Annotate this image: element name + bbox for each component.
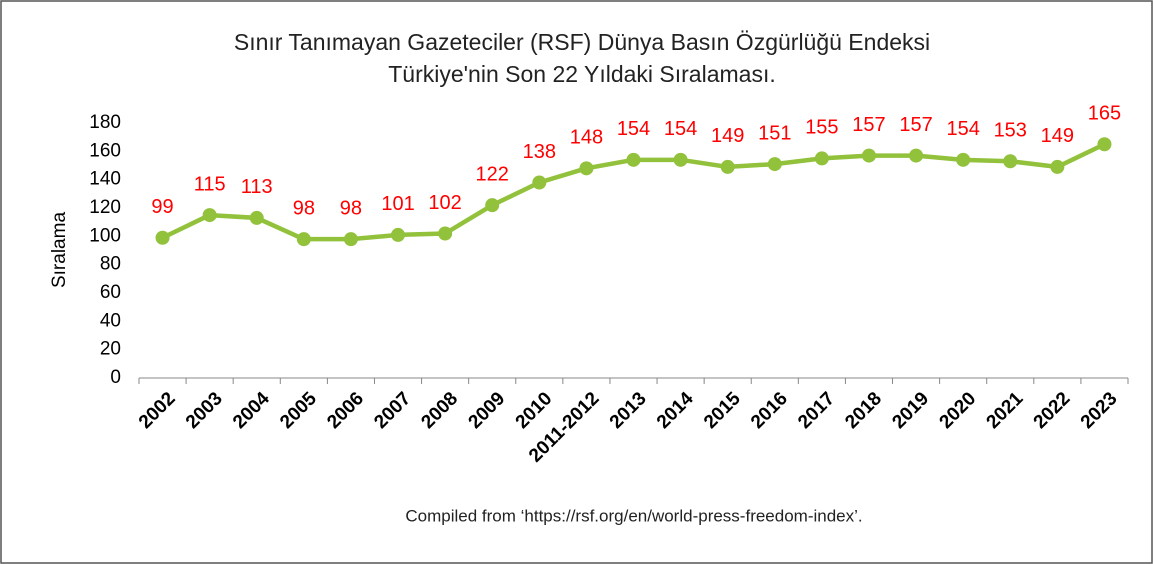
data-label: 99 — [151, 196, 173, 218]
y-tick-label: 20 — [100, 339, 121, 360]
chart-title: Sınır Tanımayan Gazeteciler (RSF) Dünya … — [234, 29, 930, 55]
point — [296, 232, 311, 247]
data-label: 154 — [617, 118, 650, 140]
y-tick-label: 120 — [89, 197, 121, 218]
chart-subtitle: Türkiye'nin Son 22 Yıldaki Sıralaması. — [388, 61, 776, 87]
point — [861, 148, 876, 163]
point — [579, 161, 594, 176]
data-label: 115 — [194, 173, 226, 195]
point — [673, 152, 688, 167]
point — [1003, 154, 1018, 169]
data-label: 153 — [994, 120, 1027, 142]
point — [767, 157, 782, 172]
data-label: 102 — [428, 192, 461, 214]
y-tick-label: 40 — [100, 310, 121, 331]
y-tick-label: 140 — [89, 169, 121, 190]
y-tick-label: 100 — [89, 225, 121, 246]
point — [391, 227, 406, 242]
point — [343, 232, 358, 247]
data-label: 149 — [1041, 125, 1074, 147]
point — [909, 148, 924, 163]
data-label: 157 — [899, 114, 932, 136]
point — [1097, 137, 1112, 152]
data-label: 157 — [852, 114, 885, 136]
y-tick-label: 180 — [89, 112, 121, 133]
note: Compiled from ‘https://rsf.org/en/world-… — [405, 506, 862, 525]
data-label: 101 — [381, 193, 414, 215]
point — [626, 152, 641, 167]
data-label: 154 — [946, 118, 979, 140]
point — [202, 208, 217, 223]
data-label: 148 — [570, 127, 603, 149]
data-label: 138 — [523, 141, 556, 163]
data-label: 98 — [293, 197, 315, 219]
point — [532, 175, 547, 190]
y-tick-label: 0 — [110, 367, 121, 388]
y-tick-label: 160 — [89, 140, 121, 161]
data-label: 149 — [711, 125, 744, 147]
data-label: 113 — [241, 176, 273, 198]
point — [1050, 159, 1065, 174]
point — [438, 226, 453, 241]
point — [814, 151, 829, 166]
y-tick-label: 80 — [100, 254, 121, 275]
data-label: 165 — [1088, 103, 1121, 125]
data-label: 151 — [758, 122, 791, 144]
point — [249, 210, 264, 225]
data-label: 98 — [340, 197, 362, 219]
point — [485, 198, 500, 213]
data-label: 155 — [805, 117, 838, 139]
y-tick-label: 60 — [100, 282, 121, 303]
y-axis-label: Sıralama — [49, 212, 70, 288]
point — [155, 230, 170, 245]
point — [956, 152, 971, 167]
point — [720, 159, 735, 174]
data-label: 154 — [664, 118, 697, 140]
data-label: 122 — [476, 163, 509, 185]
